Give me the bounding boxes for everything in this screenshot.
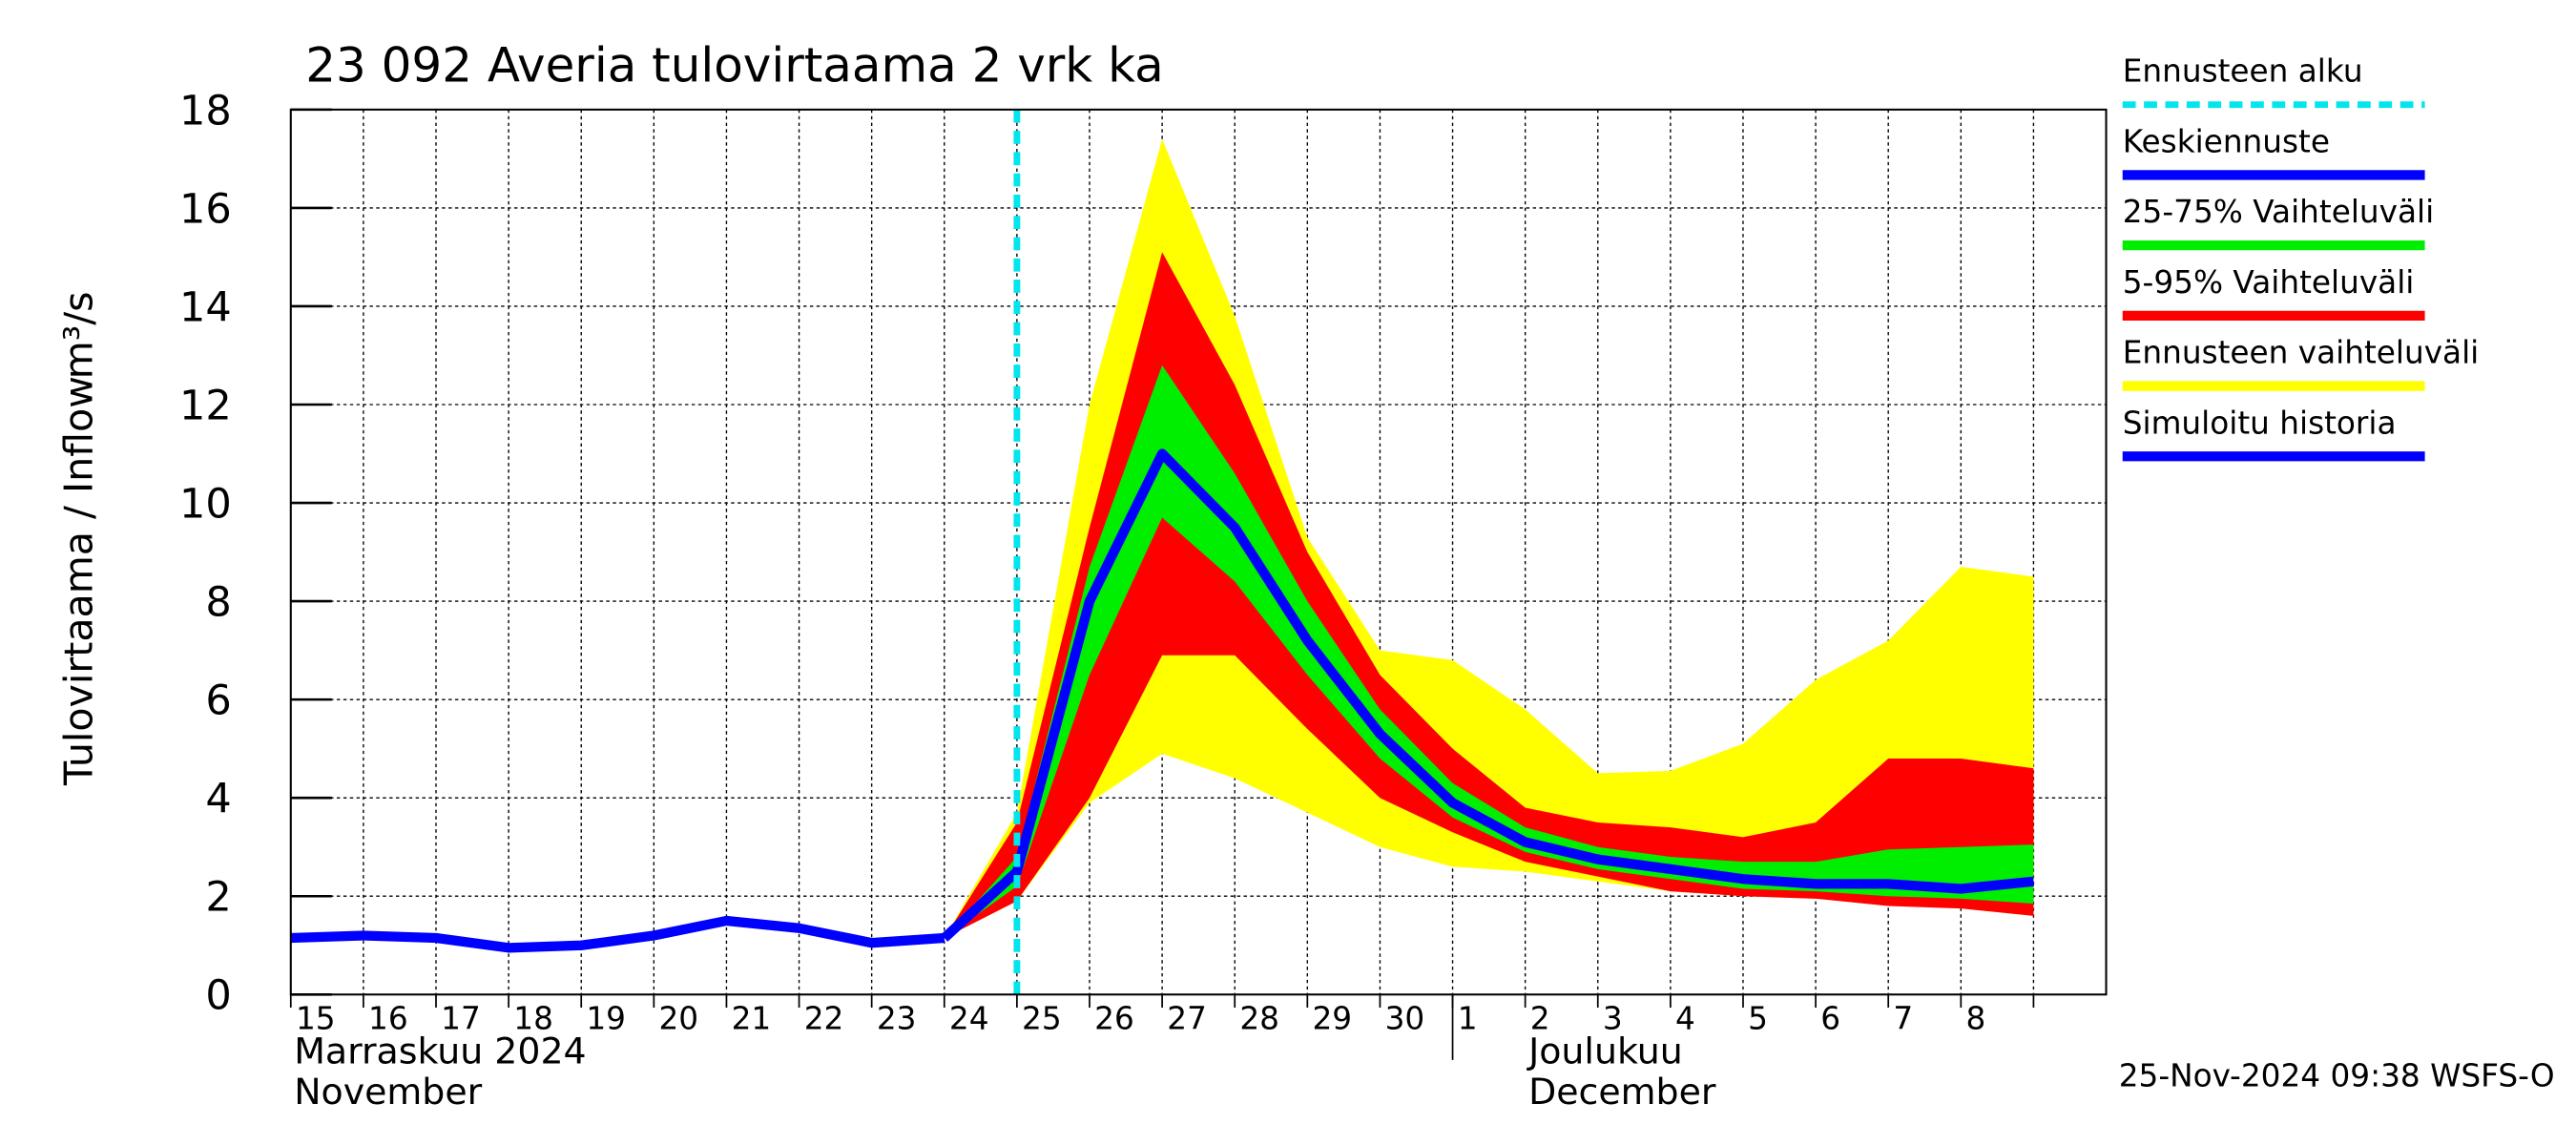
- x-tick-label: 23: [877, 1000, 917, 1036]
- line: [941, 448, 2034, 942]
- y-axis-unit: m³/s: [55, 292, 101, 380]
- legend-label: 5-95% Vaihteluväli: [2123, 264, 2415, 301]
- x-tick-label: 3: [1603, 1000, 1623, 1036]
- x-tick-label: 6: [1820, 1000, 1840, 1036]
- y-tick-label: 8: [205, 579, 231, 627]
- x-tick-label: 5: [1748, 1000, 1768, 1036]
- x-tick-label: 22: [804, 1000, 844, 1036]
- footer: 25-Nov-2024 09:38 WSFS-O: [2119, 1057, 2555, 1093]
- chart-title: 23 092 Averia tulovirtaama 2 vrk ka: [305, 38, 1163, 94]
- legend-label: Ennusteen alku: [2123, 53, 2363, 90]
- y-tick-label: 0: [205, 972, 231, 1020]
- x-tick-label: 1: [1458, 1000, 1478, 1036]
- x-tick-label: 21: [732, 1000, 772, 1036]
- y-tick-label: 4: [205, 776, 231, 823]
- band: [944, 252, 2034, 939]
- x-tick-label: 4: [1675, 1000, 1695, 1036]
- y-tick-label: 12: [179, 383, 232, 430]
- y-tick-label: 10: [179, 481, 232, 529]
- x-tick-label: 30: [1385, 1000, 1425, 1036]
- x-tick-label: 28: [1239, 1000, 1279, 1036]
- x-tick-label: 27: [1167, 1000, 1207, 1036]
- x-tick-label: 17: [441, 1000, 481, 1036]
- band: [944, 138, 2034, 939]
- y-tick-label: 18: [179, 87, 232, 135]
- y-tick-label: 6: [205, 677, 231, 725]
- x-tick-label: 16: [368, 1000, 408, 1036]
- legend-label: 25-75% Vaihteluväli: [2123, 194, 2434, 230]
- month-label: November: [294, 1071, 482, 1113]
- plot-frame: [289, 108, 2108, 996]
- month-label: Joulukuu: [1527, 1030, 1683, 1072]
- x-tick-label: 18: [513, 1000, 553, 1036]
- legend-label: Simuloitu historia: [2123, 405, 2397, 441]
- x-tick-label: 20: [658, 1000, 698, 1036]
- x-tick-label: 8: [1965, 1000, 1985, 1036]
- month-label: Marraskuu 2024: [294, 1030, 586, 1072]
- legend-label: Keskiennuste: [2123, 123, 2330, 159]
- x-tick-label: 29: [1312, 1000, 1352, 1036]
- x-tick-label: 2: [1530, 1000, 1550, 1036]
- x-tick-label: 25: [1022, 1000, 1062, 1036]
- y-axis-label: Tulovirtaama / Inflow: [55, 376, 101, 786]
- x-tick-label: 7: [1893, 1000, 1913, 1036]
- line: [290, 915, 945, 953]
- legend-label: Ennusteen vaihteluväli: [2123, 335, 2480, 371]
- plot-area: [289, 108, 2107, 1008]
- y-tick-label: 14: [179, 283, 232, 331]
- y-tick-label: 2: [205, 874, 231, 922]
- x-tick-label: 24: [949, 1000, 989, 1036]
- x-tick-label: 26: [1094, 1000, 1134, 1036]
- y-tick-label: 16: [179, 185, 232, 233]
- month-label: December: [1528, 1071, 1716, 1113]
- x-tick-label: 15: [296, 1000, 336, 1036]
- x-tick-label: 19: [586, 1000, 626, 1036]
